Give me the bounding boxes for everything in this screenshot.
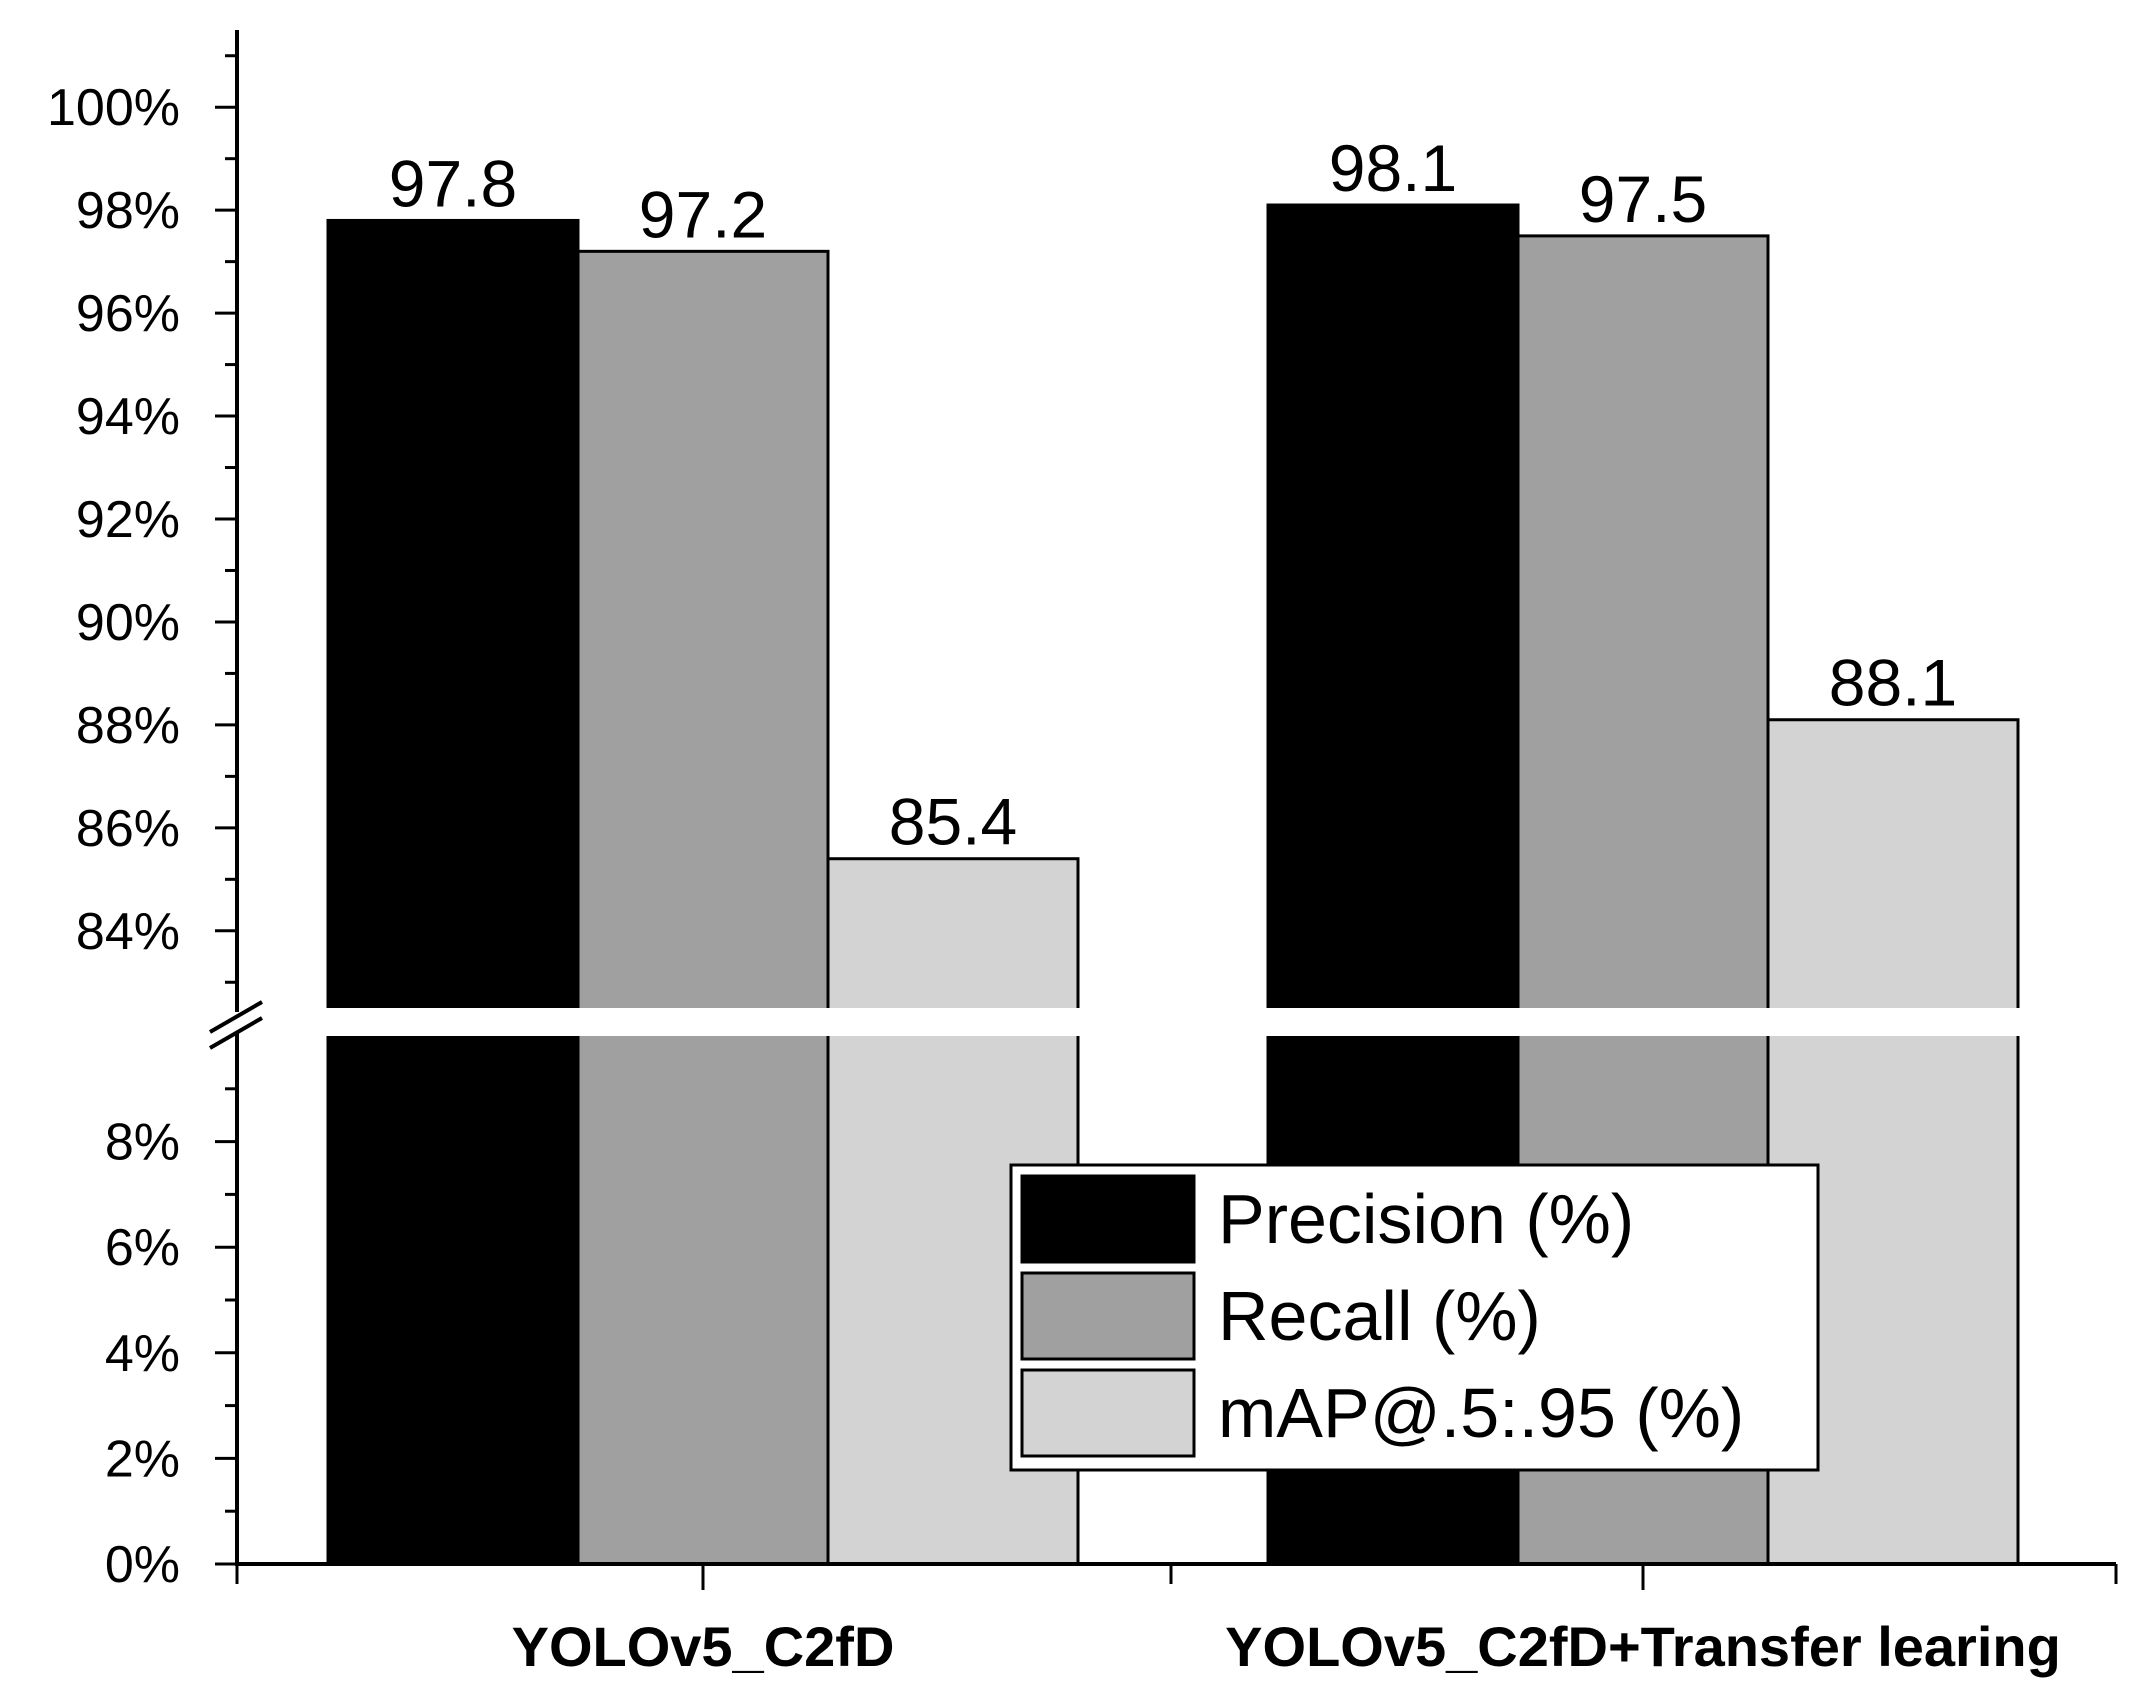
y-tick-label: 8% (105, 1114, 180, 1172)
data-label-recall-2: 97.5 (1579, 162, 1707, 236)
bar-precision-1 (326, 218, 580, 1566)
legend: Precision (%) Recall (%) mAP@.5:.95 (%) (1009, 1163, 1820, 1472)
data-label-precision-1: 97.8 (389, 146, 517, 220)
y-tick-label: 6% (105, 1219, 180, 1277)
axis-break-mark-upper (209, 1000, 263, 1034)
legend-swatch-map-5-95 (1020, 1368, 1196, 1458)
axis-break-gap (200, 1008, 2060, 1036)
axes-group: 0% 2% 4% 6% 8% 84% 86% 88% 90% 92% 94% 96% 98% 100% YO… (47, 30, 2118, 1678)
legend-label-recall: Recall (%) (1218, 1277, 1541, 1355)
data-label-map-5-95-2: 88.1 (1829, 646, 1957, 720)
data-label-precision-2: 98.1 (1329, 131, 1457, 205)
y-tick-label: 100% (47, 79, 180, 137)
y-tick-label: 4% (105, 1325, 180, 1383)
data-labels-group: 97.8 97.2 85.4 98.1 97.5 88.1 (389, 131, 1957, 859)
y-tick-label: 88% (76, 697, 180, 755)
bar-recall-1 (576, 249, 830, 1566)
x-category-label: YOLOv5_C2fD+Transfer learing (1225, 1615, 2061, 1678)
x-category-label: YOLOv5_C2fD (512, 1615, 895, 1678)
y-tick-label: 84% (76, 903, 180, 961)
data-label-recall-1: 97.2 (639, 177, 767, 251)
y-tick-label: 2% (105, 1430, 180, 1488)
y-tick-label: 94% (76, 388, 180, 446)
data-label-map-5-95-1: 85.4 (889, 785, 1017, 859)
y-tick-label: 86% (76, 800, 180, 858)
y-tick-label: 98% (76, 182, 180, 240)
y-tick-label: 92% (76, 491, 180, 549)
axis-break-group (200, 1000, 2060, 1050)
legend-swatch-precision (1020, 1174, 1196, 1264)
legend-label-map-5-95: mAP@.5:.95 (%) (1218, 1374, 1744, 1452)
y-tick-label: 96% (76, 285, 180, 343)
legend-swatch-recall (1020, 1271, 1196, 1361)
y-tick-label: 0% (105, 1536, 180, 1594)
y-tick-label: 90% (76, 594, 180, 652)
legend-label-precision: Precision (%) (1218, 1180, 1634, 1258)
